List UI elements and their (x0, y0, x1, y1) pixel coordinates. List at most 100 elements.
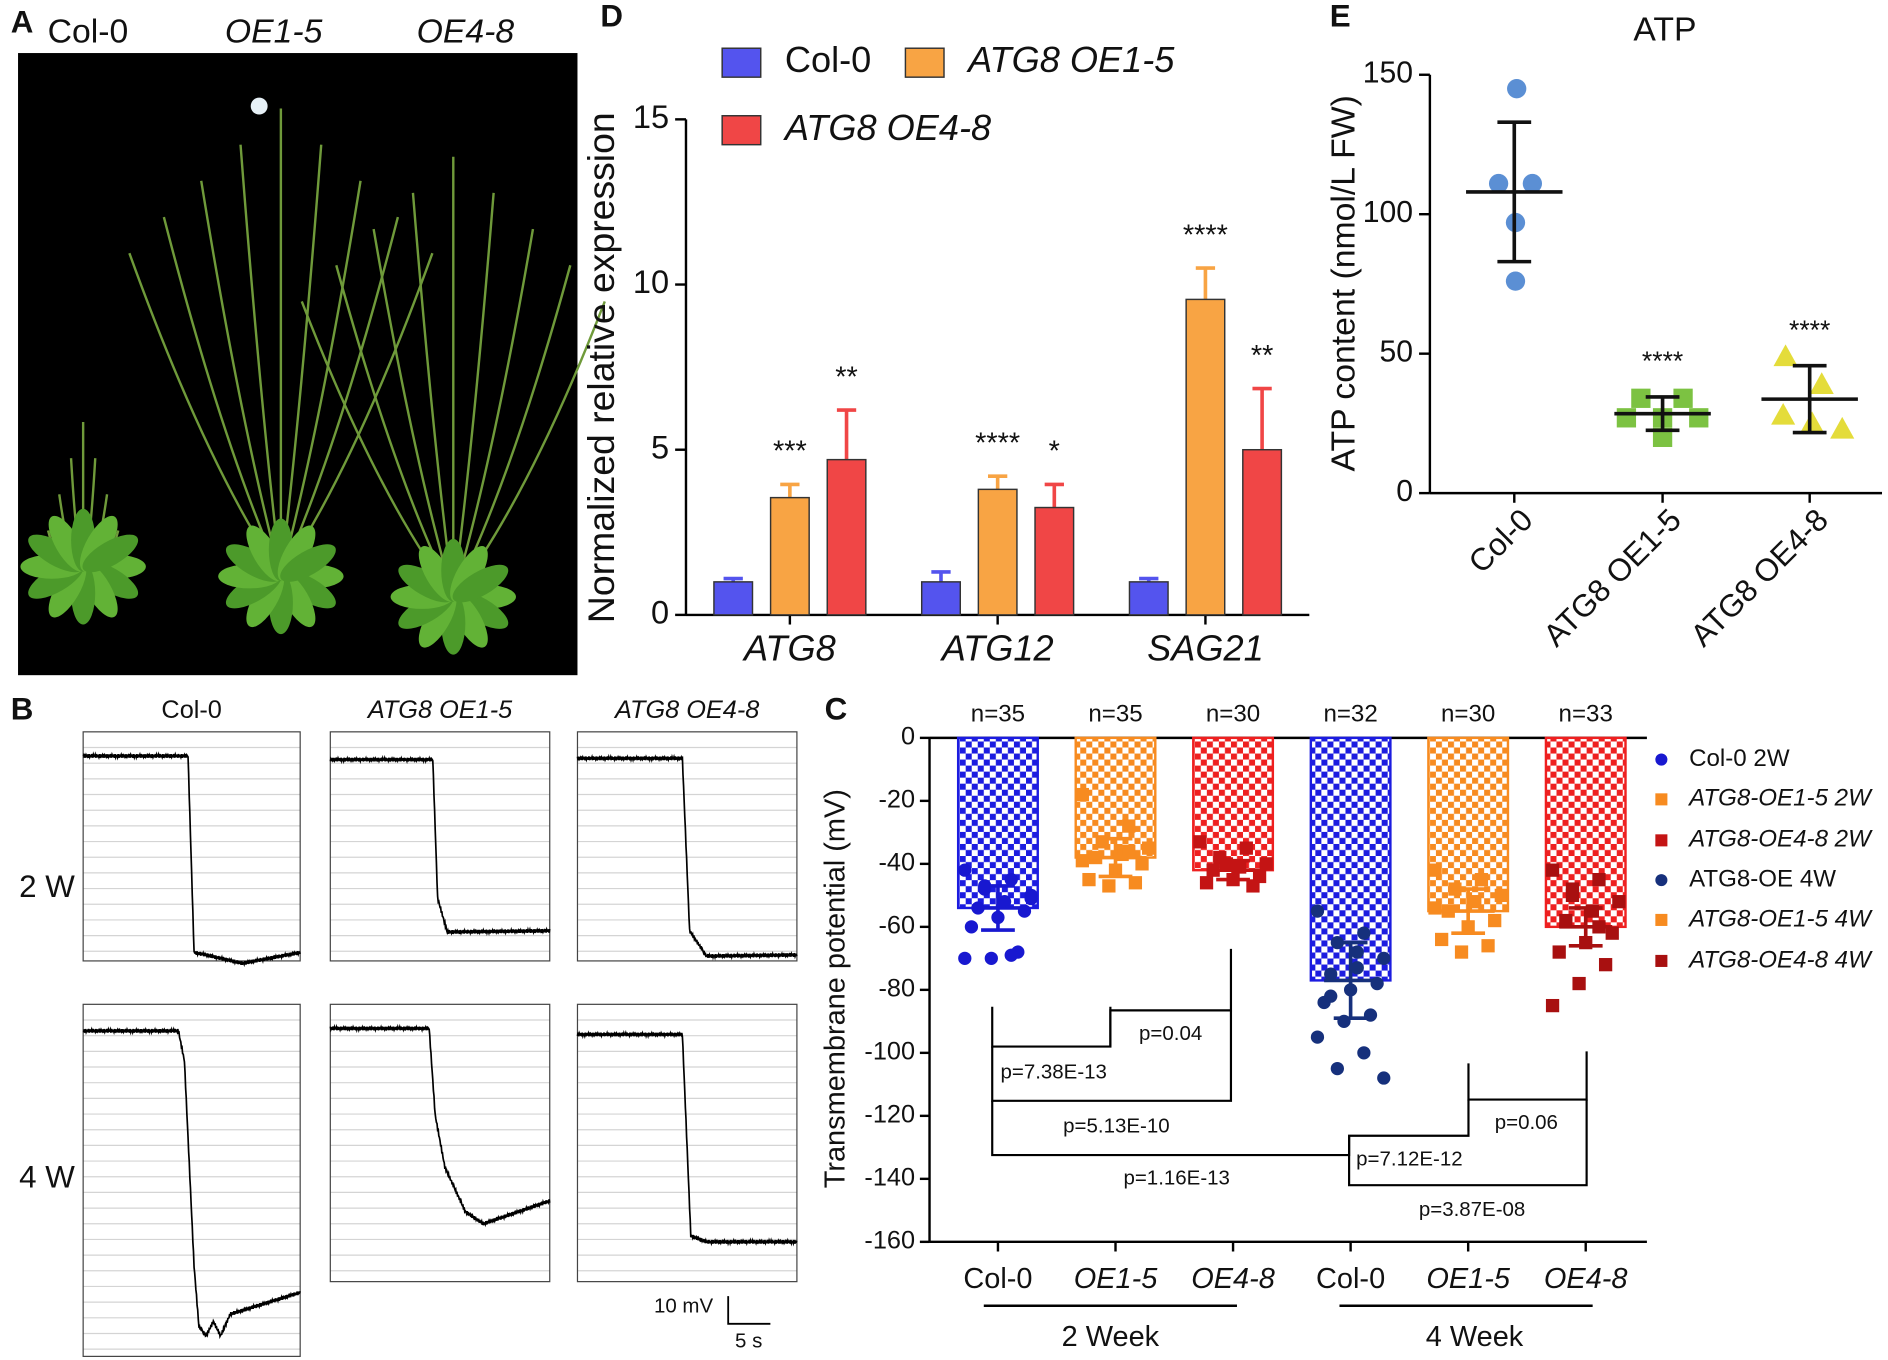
point (1357, 926, 1371, 940)
point (1142, 841, 1156, 855)
point (1494, 888, 1508, 902)
comparison-bracket (991, 1006, 1112, 1048)
point (1377, 1071, 1391, 1085)
x-tick-label: ATG12 (940, 628, 1054, 669)
point (1507, 79, 1527, 99)
point (1689, 408, 1709, 428)
photo-label: OE4-8 (417, 13, 515, 51)
point (1454, 945, 1469, 959)
bar (956, 736, 1039, 910)
x-tick-label: Col-0 (1462, 502, 1540, 580)
point (1652, 427, 1673, 447)
comparison-bracket (991, 1100, 1351, 1157)
leaf (82, 534, 139, 573)
legend-label: ATG8-OE 4W (1689, 866, 1836, 893)
x-tick-label: Col-0 (1316, 1263, 1385, 1295)
point (1004, 872, 1018, 887)
comparison-bracket (1109, 948, 1233, 1047)
y-tick-label: 50 (1379, 336, 1413, 369)
point (1572, 976, 1586, 991)
n-label: n=30 (1441, 700, 1495, 727)
point (1024, 891, 1038, 906)
photo-label: Col-0 (48, 13, 129, 51)
scale-bar (727, 1296, 771, 1325)
trace (576, 753, 798, 961)
error-bar (1324, 940, 1378, 1021)
comparison-bracket (1348, 1099, 1588, 1187)
row-label: 2 W (19, 869, 75, 904)
x-tick-label: OE1-5 (1074, 1263, 1159, 1295)
point (1193, 835, 1207, 849)
sd-bar (1645, 395, 1680, 433)
panel-letter: B (11, 692, 34, 727)
point (1771, 402, 1796, 425)
point (1350, 961, 1364, 975)
point (1559, 913, 1573, 928)
n-label: n=30 (1206, 700, 1260, 727)
column-label: Col-0 (161, 696, 221, 724)
point (1552, 945, 1566, 959)
point (1616, 408, 1637, 428)
leaf (280, 544, 336, 582)
point (1612, 895, 1626, 909)
y-tick-label: 0 (651, 594, 669, 630)
p-value: p=3.87E-08 (1419, 1198, 1526, 1221)
y-tick-label: 0 (901, 723, 915, 751)
trace-box (576, 731, 798, 962)
scale-label: 5 s (735, 1329, 762, 1352)
point (958, 863, 972, 877)
comparison-bracket (1348, 1099, 1470, 1156)
y-axis-label: ATP content (nmol/L FW) (1324, 95, 1362, 471)
significance: **** (1642, 346, 1683, 376)
x-tick-label: ATG8 OE1-5 (1537, 502, 1688, 653)
sd-bar (1792, 363, 1827, 435)
point (1830, 416, 1855, 439)
bar (977, 488, 1018, 616)
y-axis-label: Normalized relative expression (580, 112, 622, 623)
point (1004, 948, 1018, 962)
legend-swatch (721, 115, 762, 146)
point (1128, 876, 1143, 890)
point (1809, 372, 1834, 394)
leaf (452, 564, 509, 603)
trace-box (329, 1003, 551, 1283)
point (964, 920, 979, 934)
point (1122, 844, 1136, 858)
y-tick-label: 15 (633, 99, 669, 135)
trace-box (82, 731, 301, 962)
point (1598, 958, 1613, 972)
chart-title: ATP (1633, 10, 1696, 48)
error-bar (971, 884, 1025, 932)
legend-label: Col-0 2W (1689, 745, 1790, 772)
bar (826, 458, 867, 616)
n-label: n=35 (1088, 700, 1142, 727)
point (1505, 271, 1526, 291)
y-tick-label: 10 (633, 264, 669, 300)
n-label: n=32 (1323, 700, 1377, 727)
point (1082, 872, 1096, 887)
point (1673, 388, 1693, 408)
bar (920, 581, 961, 616)
point (1474, 872, 1489, 887)
significance: *** (773, 436, 807, 468)
bar (769, 496, 810, 616)
point (1435, 932, 1449, 947)
panel-a: A Col-0 OE1-5 OE4-8 (11, 4, 606, 676)
legend-swatch (904, 47, 945, 78)
comparison-bracket (991, 1010, 1233, 1102)
point (1565, 888, 1580, 902)
p-value: p=5.13E-10 (1063, 1115, 1170, 1138)
n-label: n=35 (971, 700, 1025, 727)
point (984, 951, 998, 965)
panel-letter: A (11, 4, 34, 39)
point (1075, 854, 1089, 868)
point (1428, 863, 1442, 877)
error-bar (1088, 836, 1143, 879)
point (1357, 1046, 1371, 1060)
y-tick-label: 100 (1363, 196, 1413, 229)
trace (82, 751, 301, 968)
legend-label: ATG8-OE4-8 4W (1687, 946, 1873, 973)
legend-label: Col-0 (785, 39, 871, 80)
significance: ** (835, 361, 858, 393)
